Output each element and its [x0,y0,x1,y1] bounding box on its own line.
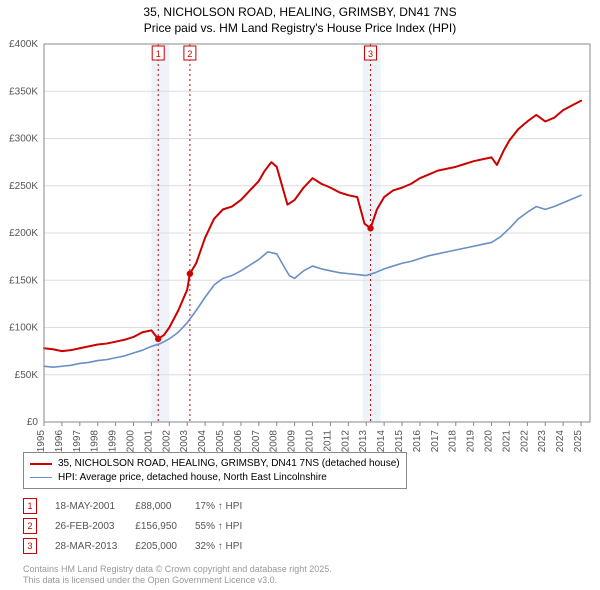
footer-line-2: This data is licensed under the Open Gov… [23,575,277,585]
y-tick-label: £350K [9,86,38,97]
event-date: 18-MAY-2001 [55,496,135,516]
chart-plot-area: £0£50K£100K£150K£200K£250K£300K£350K£400… [44,44,590,422]
x-tick-label: 2018 [448,430,459,453]
x-tick-label: 2023 [537,430,548,453]
chart-title: 35, NICHOLSON ROAD, HEALING, GRIMSBY, DN… [0,0,600,38]
x-tick-label: 2011 [322,430,333,452]
x-tick-label: 1998 [90,430,101,453]
legend-swatch [30,477,52,478]
y-tick-label: £150K [9,275,38,286]
x-tick-label: 2003 [179,430,190,453]
event-marker-box: 3 [365,46,377,60]
x-tick-label: 2019 [466,430,477,453]
sale-point [187,270,193,276]
sale-point [367,225,373,231]
x-tick-label: 2016 [412,430,423,453]
x-tick-label: 2022 [519,430,530,453]
house-price-chart: { "title_line1": "35, NICHOLSON ROAD, HE… [0,0,600,590]
legend-label: 35, NICHOLSON ROAD, HEALING, GRIMSBY, DN… [58,457,400,471]
x-tick-label: 2010 [305,430,316,453]
sale-point [155,336,161,342]
event-price: £205,000 [135,536,195,556]
x-tick-label: 2020 [484,430,495,453]
event-row: 1 18-MAY-2001£88,00017% ↑ HPI [23,496,260,516]
event-delta: 32% ↑ HPI [195,536,260,556]
event-delta: 17% ↑ HPI [195,496,260,516]
x-tick-label: 2001 [143,430,154,453]
svg-text:2: 2 [187,49,192,59]
event-number-box: 3 [23,538,37,554]
x-tick-label: 2000 [126,430,137,453]
y-tick-label: £0 [27,417,39,428]
title-line-1: 35, NICHOLSON ROAD, HEALING, GRIMSBY, DN… [143,5,456,19]
event-number-box: 1 [23,498,37,514]
chart-legend: 35, NICHOLSON ROAD, HEALING, GRIMSBY, DN… [23,452,407,489]
svg-text:3: 3 [368,49,373,59]
event-row: 3 28-MAR-2013£205,00032% ↑ HPI [23,536,260,556]
event-price: £156,950 [135,516,195,536]
x-tick-label: 2015 [394,430,405,453]
x-tick-label: 2025 [573,430,584,453]
x-tick-label: 2013 [358,430,369,453]
x-tick-label: 2024 [555,430,566,453]
y-tick-label: £200K [9,228,38,239]
footer-line-1: Contains HM Land Registry data © Crown c… [23,564,332,574]
series-hpi [44,195,581,367]
event-marker-box: 1 [152,46,164,60]
event-delta: 55% ↑ HPI [195,516,260,536]
x-tick-label: 1996 [54,430,65,453]
event-marker-box: 2 [184,46,196,60]
event-number-box: 2 [23,518,37,534]
y-tick-label: £400K [9,39,38,50]
legend-label: HPI: Average price, detached house, Nort… [58,471,327,485]
x-tick-label: 2005 [215,430,226,453]
x-tick-label: 2012 [340,430,351,453]
footer-attribution: Contains HM Land Registry data © Crown c… [23,564,332,587]
event-date: 28-MAR-2013 [55,536,135,556]
x-tick-label: 2002 [161,430,172,453]
x-tick-label: 2007 [251,430,262,453]
x-tick-label: 2006 [233,430,244,453]
title-line-2: Price paid vs. HM Land Registry's House … [144,21,456,35]
y-tick-label: £100K [9,323,38,334]
x-tick-label: 2017 [430,430,441,453]
x-tick-label: 2021 [501,430,512,453]
x-tick-label: 2004 [197,430,208,453]
x-tick-label: 2014 [376,430,387,453]
legend-swatch [30,463,52,465]
x-tick-label: 1999 [108,430,119,453]
x-tick-label: 1997 [72,430,83,453]
y-tick-label: £300K [9,134,38,145]
x-tick-label: 2008 [269,430,280,453]
events-table: 1 18-MAY-2001£88,00017% ↑ HPI 2 26-FEB-2003… [23,496,260,556]
y-tick-label: £250K [9,181,38,192]
legend-item: HPI: Average price, detached house, Nort… [30,471,400,485]
x-tick-label: 2009 [287,430,298,453]
event-price: £88,000 [135,496,195,516]
event-date: 26-FEB-2003 [55,516,135,536]
legend-item: 35, NICHOLSON ROAD, HEALING, GRIMSBY, DN… [30,457,400,471]
svg-text:1: 1 [156,49,161,59]
y-tick-label: £50K [15,370,39,381]
x-tick-label: 1995 [36,430,47,453]
event-row: 2 26-FEB-2003£156,95055% ↑ HPI [23,516,260,536]
